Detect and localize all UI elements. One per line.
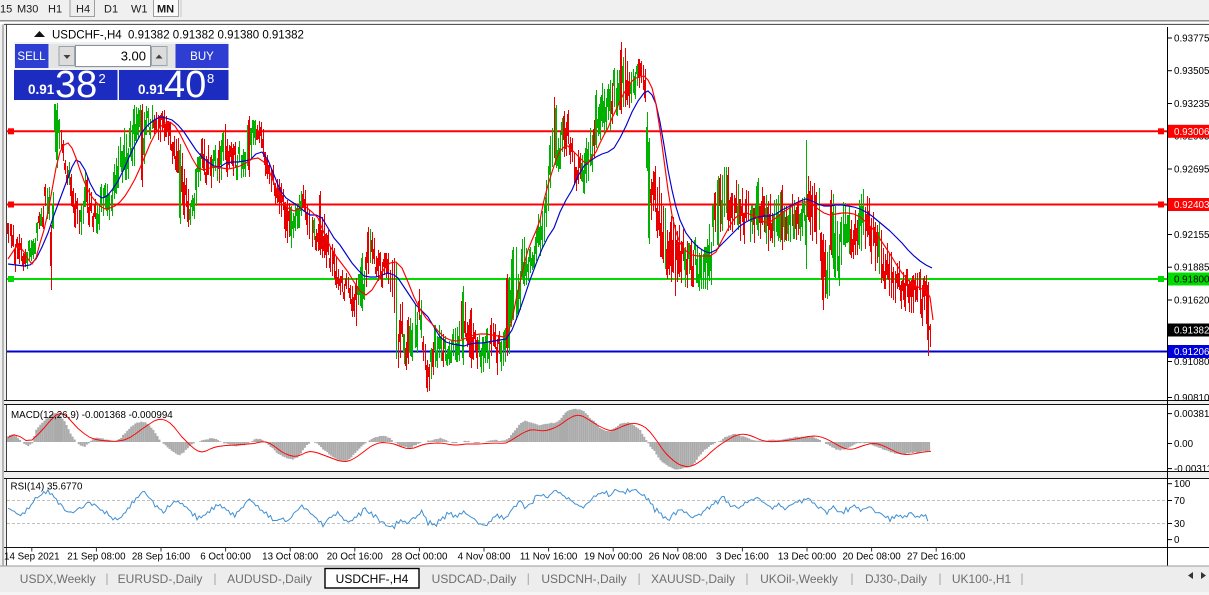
svg-text:28 Oct 00:00: 28 Oct 00:00 [391, 552, 448, 563]
svg-text:AUDUSD-,Daily: AUDUSD-,Daily [227, 572, 312, 586]
svg-text:0.93235: 0.93235 [1174, 99, 1209, 110]
svg-text:0.90810: 0.90810 [1174, 393, 1209, 404]
svg-text:3 Dec 16:00: 3 Dec 16:00 [716, 552, 769, 563]
svg-text:-0.003115: -0.003115 [1174, 464, 1209, 475]
svg-text:0.91: 0.91 [138, 82, 165, 97]
svg-text:3.00: 3.00 [121, 49, 146, 64]
svg-text:8: 8 [207, 71, 214, 86]
svg-text:15: 15 [0, 4, 12, 16]
svg-text:|: | [1021, 574, 1024, 586]
svg-text:27 Dec 16:00: 27 Dec 16:00 [907, 552, 966, 563]
svg-text:13 Oct 08:00: 13 Oct 08:00 [262, 552, 319, 563]
svg-text:26 Nov 08:00: 26 Nov 08:00 [649, 552, 708, 563]
svg-text:0.00: 0.00 [1174, 439, 1194, 450]
svg-text:|: | [527, 574, 530, 586]
svg-text:0.91382: 0.91382 [1174, 326, 1209, 337]
svg-text:70: 70 [1174, 496, 1185, 507]
svg-text:DJ30-,Daily: DJ30-,Daily [865, 572, 927, 586]
svg-text:W1: W1 [131, 4, 148, 16]
svg-text:USDCNH-,Daily: USDCNH-,Daily [541, 572, 626, 586]
svg-text:0.92403: 0.92403 [1174, 200, 1209, 211]
svg-text:MACD(12,26,9) -0.001368 -0.000: MACD(12,26,9) -0.001368 -0.000994 [11, 410, 173, 421]
svg-text:M30: M30 [17, 4, 38, 16]
svg-text:20 Oct 16:00: 20 Oct 16:00 [327, 552, 384, 563]
svg-text:0.93775: 0.93775 [1174, 34, 1209, 45]
svg-text:USDCHF-,H4: USDCHF-,H4 [336, 572, 409, 586]
svg-text:14 Sep 2021: 14 Sep 2021 [4, 552, 60, 563]
svg-text:19 Nov 00:00: 19 Nov 00:00 [584, 552, 643, 563]
svg-text:0.91885: 0.91885 [1174, 263, 1209, 274]
svg-text:11 Nov 16:00: 11 Nov 16:00 [520, 552, 578, 563]
svg-text:100: 100 [1174, 479, 1191, 490]
svg-text:EURUSD-,Daily: EURUSD-,Daily [118, 572, 203, 586]
svg-text:|: | [851, 574, 854, 586]
svg-text:USDX,Weekly: USDX,Weekly [20, 572, 96, 586]
svg-text:28 Sep 16:00: 28 Sep 16:00 [132, 552, 191, 563]
svg-text:UKOil-,Weekly: UKOil-,Weekly [760, 572, 838, 586]
svg-text:30: 30 [1174, 519, 1185, 530]
svg-text:USDCAD-,Daily: USDCAD-,Daily [432, 572, 517, 586]
svg-text:|: | [939, 574, 942, 586]
svg-text:|: | [746, 574, 749, 586]
svg-text:|: | [214, 574, 217, 586]
svg-text:D1: D1 [104, 4, 118, 16]
svg-text:|: | [106, 574, 109, 586]
svg-text:0.91800: 0.91800 [1174, 275, 1209, 286]
svg-text:SELL: SELL [17, 51, 46, 63]
svg-text:0.91: 0.91 [28, 82, 55, 97]
svg-text:2: 2 [99, 71, 106, 86]
svg-text:H4: H4 [76, 4, 90, 16]
svg-text:13 Dec 00:00: 13 Dec 00:00 [778, 552, 837, 563]
svg-text:USDCHF-,H4 0.91382 0.91382 0.: USDCHF-,H4 0.91382 0.91382 0.91380 0.913… [52, 30, 304, 42]
svg-text:RSI(14) 35.6770: RSI(14) 35.6770 [11, 482, 83, 493]
svg-text:6 Oct 00:00: 6 Oct 00:00 [200, 552, 251, 563]
svg-text:|: | [638, 574, 641, 586]
svg-text:40: 40 [164, 64, 206, 106]
svg-text:0.003811: 0.003811 [1174, 409, 1209, 420]
svg-text:0.93505: 0.93505 [1174, 66, 1209, 77]
svg-text:XAUUSD-,Daily: XAUUSD-,Daily [651, 572, 735, 586]
svg-text:38: 38 [55, 64, 97, 106]
svg-text:0.92695: 0.92695 [1174, 165, 1209, 176]
svg-text:BUY: BUY [190, 51, 214, 63]
svg-text:0.91206: 0.91206 [1174, 347, 1209, 358]
svg-text:0.91080: 0.91080 [1174, 357, 1209, 368]
svg-text:20 Dec 08:00: 20 Dec 08:00 [842, 552, 901, 563]
svg-text:21 Sep 08:00: 21 Sep 08:00 [67, 552, 126, 563]
svg-text:MN: MN [157, 4, 174, 16]
svg-text:0: 0 [1174, 535, 1180, 546]
svg-text:0.92155: 0.92155 [1174, 230, 1209, 241]
svg-text:H1: H1 [48, 4, 62, 16]
svg-text:0.93006: 0.93006 [1174, 127, 1209, 138]
svg-text:0.91620: 0.91620 [1174, 296, 1209, 307]
svg-text:4 Nov 08:00: 4 Nov 08:00 [458, 552, 511, 563]
svg-text:UK100-,H1: UK100-,H1 [952, 572, 1012, 586]
